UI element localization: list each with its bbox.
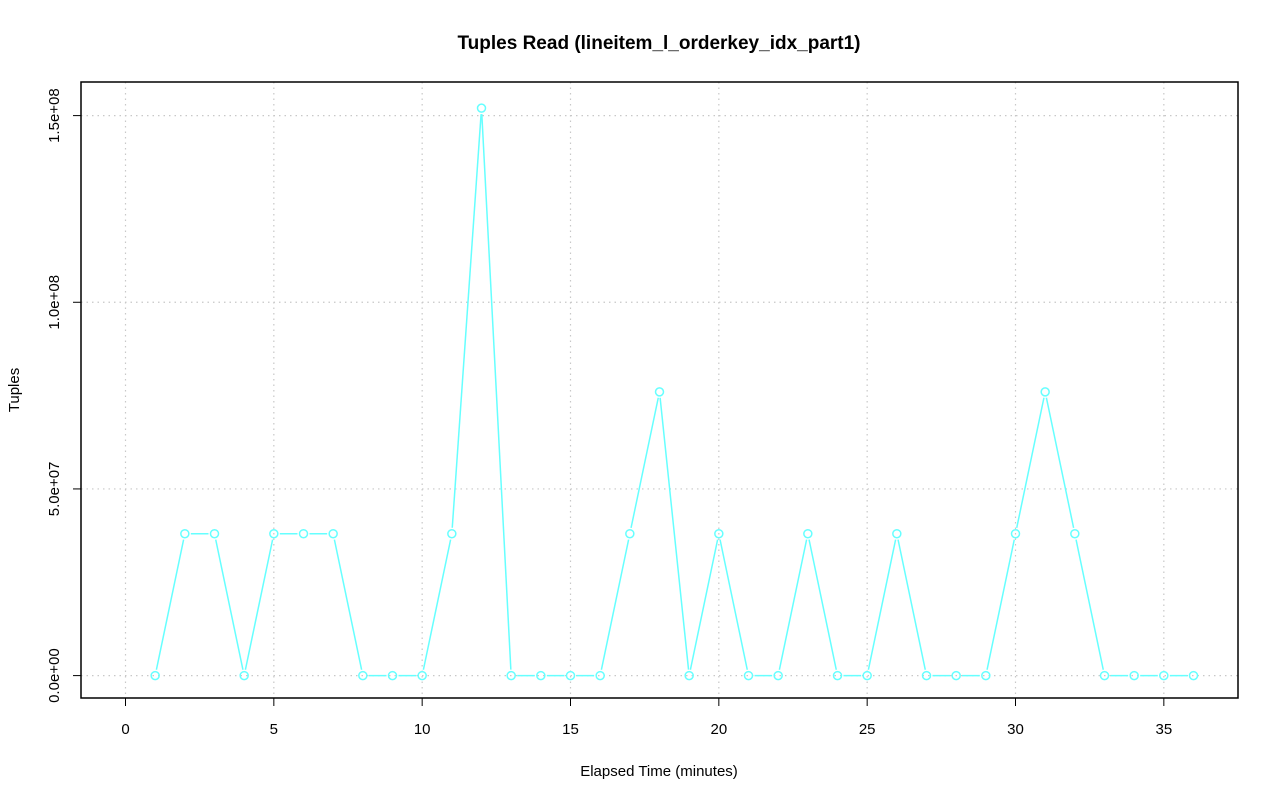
data-point [328,528,338,539]
y-tick-label: 1.5e+08 [46,88,63,143]
data-point [536,670,546,681]
data-point [773,670,783,681]
data-point [1188,670,1199,681]
x-tick-label: 30 [1007,721,1024,738]
data-point [476,103,487,113]
series-segment [867,539,897,670]
series-segment [244,539,274,670]
y-tick-label: 1.0e+08 [46,275,63,330]
y-tick-label: 5.0e+07 [46,462,63,517]
data-point [743,670,754,681]
series-segment [986,539,1016,670]
data-point [862,670,872,681]
series-segment [630,397,660,529]
series-segment [214,539,244,670]
data-point [1099,670,1110,681]
series-segment [451,114,482,528]
series-segment [1075,539,1105,670]
data-point [298,528,309,539]
data-point [892,528,902,539]
series-segment [481,114,512,670]
data-point [1159,670,1169,681]
grid-lines [81,82,1238,698]
data-point [654,387,665,397]
data-point [684,670,694,681]
data-point [625,528,635,539]
series-segment [689,539,719,670]
data-point [180,528,190,539]
series-segment [155,539,185,670]
data-point [506,670,516,681]
data-point [803,528,813,539]
data-point [595,670,605,681]
series-segment [1045,397,1075,529]
series-segment [897,539,927,670]
y-axis-label: Tuples [6,368,23,412]
x-tick-label: 20 [710,721,727,738]
data-point [1070,528,1080,539]
data-point [150,670,160,681]
data-point [387,670,398,681]
data-point [951,670,961,681]
data-point [447,528,457,539]
series-segment [422,539,452,670]
x-tick-label: 5 [270,721,278,738]
series-segment [778,539,808,670]
x-axis: 0 5 10 15 20 25 30 35 [121,697,1172,738]
x-tick-label: 0 [121,721,129,738]
series-segment [1015,397,1045,529]
series-segment [659,397,690,670]
data-point [981,670,991,681]
x-tick-label: 10 [414,721,431,738]
data-point [1129,670,1139,681]
data-point [1010,528,1021,539]
data-point [1040,387,1050,397]
y-tick-label: 0.0e+00 [46,648,63,703]
data-point [209,528,220,539]
data-point [358,670,368,681]
series-line [150,103,1199,681]
data-point [832,670,843,681]
data-point [417,670,427,681]
x-tick-label: 35 [1155,721,1172,738]
series-segment [719,539,749,670]
series-segment [808,539,838,670]
chart-title: Tuples Read (lineitem_l_orderkey_idx_par… [457,33,860,54]
plot-frame [80,81,1239,699]
data-point [239,670,249,681]
x-axis-label: Elapsed Time (minutes) [580,763,738,780]
data-point [565,670,576,681]
data-point [921,670,932,681]
series-segment [600,539,630,670]
x-tick-label: 15 [562,721,579,738]
y-axis: 0.0e+00 5.0e+07 1.0e+08 1.5e+08 [46,88,82,703]
data-point [714,528,724,539]
series-segment [333,539,363,670]
x-tick-label: 25 [859,721,876,738]
data-point [269,528,279,539]
